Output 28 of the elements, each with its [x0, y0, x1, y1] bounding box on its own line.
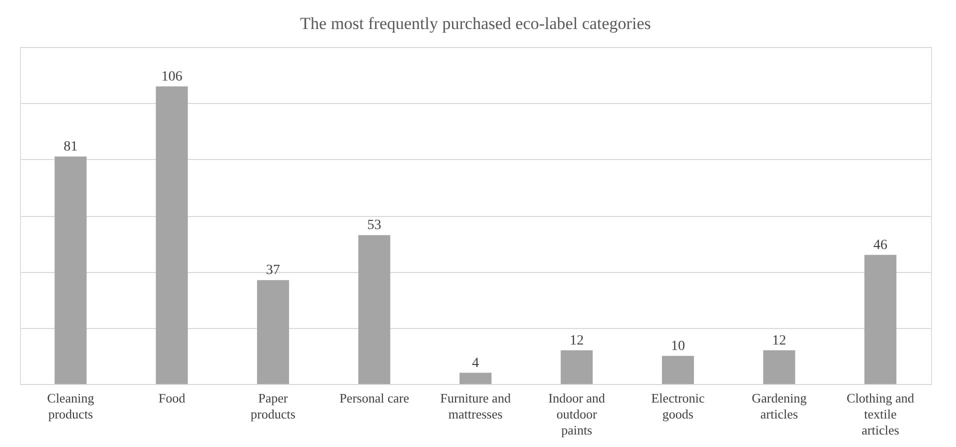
bar — [156, 86, 188, 384]
x-tick-label: Furniture and mattresses — [440, 390, 512, 422]
bar — [460, 372, 492, 384]
data-label: 10 — [670, 338, 685, 354]
data-label: 4 — [472, 356, 479, 371]
data-label: 46 — [873, 238, 888, 253]
bar — [358, 235, 390, 384]
data-label: 106 — [161, 69, 182, 84]
x-tick-label: Food — [158, 390, 186, 406]
data-label: 37 — [266, 263, 280, 278]
bar — [864, 254, 896, 384]
x-tick-label: Personal care — [339, 390, 410, 406]
data-label: 81 — [64, 140, 78, 155]
x-tick-label: Electronic goods — [651, 390, 705, 422]
chart-title: The most frequently purchased eco-label categories — [300, 14, 651, 33]
bar — [54, 156, 87, 384]
x-tick-label: Indoor and outdoor paints — [548, 390, 606, 438]
bar — [763, 350, 796, 384]
bar — [560, 350, 593, 384]
x-tick-label: Paper products — [250, 390, 296, 422]
x-tick-label: Cleaning products — [47, 390, 95, 422]
x-tick-label: Gardening articles — [752, 390, 808, 422]
bar — [662, 356, 694, 384]
data-label: 12 — [772, 333, 786, 348]
data-label: 53 — [367, 218, 382, 234]
bar — [257, 280, 290, 384]
data-label: 12 — [570, 333, 584, 348]
x-tick-label: Clothing and textile articles — [846, 390, 915, 438]
